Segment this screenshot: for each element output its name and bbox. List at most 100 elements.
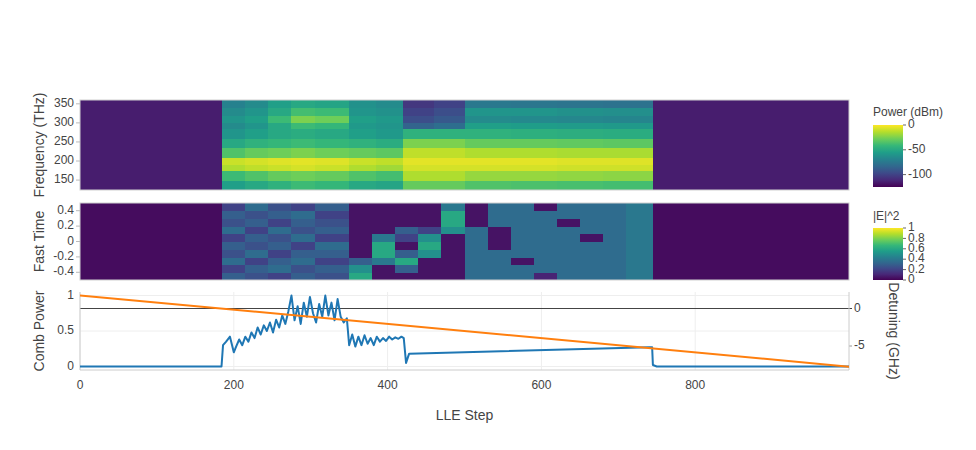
heatmap-cell [434,129,465,139]
heatmap-cell [441,218,465,226]
heatmap-cell [511,211,535,219]
heatmap-cell [268,115,292,123]
heatmap-cell [580,218,604,226]
heatmap-cell [395,257,419,265]
heatmap-cell [268,157,292,165]
heatmap-cell [465,129,512,139]
heatmap-cell [372,257,396,265]
heatmap-cell [403,171,434,181]
heatmap-cell [268,100,292,108]
heatmap-cell [268,180,292,190]
heatmap-cell [434,108,465,116]
heatmap-cell [268,148,292,158]
x-grid-line [80,292,81,370]
colorbar-tick [903,174,906,175]
y-tick-label: 0.4 [57,203,74,217]
heatmap-cell [222,138,246,148]
heatmap-cell [418,242,442,250]
heatmap-cell [372,272,396,280]
heatmap-cell [315,180,350,190]
heatmap-cell [626,234,654,242]
x-tick-label: 200 [224,378,244,392]
heatmap-cell [268,165,292,171]
heatmap-cell [434,123,465,129]
heatmap-cell [557,226,581,234]
heatmap-cell [653,242,849,250]
heatmap-cell [376,171,404,181]
heatmap-cell [315,123,350,129]
heatmap-cell [488,265,512,273]
heatmap-cell [315,203,350,211]
heatmap-cell [603,157,654,165]
heatmap-cell [80,171,223,181]
heatmap-cell [245,157,269,165]
heatmap-cell [434,157,465,165]
heatmap-cell [603,234,627,242]
heatmap-cell [395,234,419,242]
heatmap-cell [80,257,223,265]
heatmap-cell [653,226,849,234]
x-tick-label: 0 [77,378,84,392]
heatmap-cell [603,272,627,280]
x-axis-line [80,370,849,371]
heatmap-cell [268,129,292,139]
colorbar-tick-label: -50 [908,142,926,156]
heatmap-cell [80,100,223,108]
heatmap-cell [349,234,373,242]
heatmap-cell [349,100,377,108]
heatmap-cell [222,108,246,116]
plot-frame [80,100,849,190]
heatmap-cell [376,138,404,148]
heatmap-cell [534,242,558,250]
y-tick-label: 0.2 [57,218,74,232]
heatmap-cell [465,115,512,123]
heatmap-cell [534,218,558,226]
heatmap-cell [626,265,654,273]
heatmap-cell [534,265,558,273]
heatmap-cell [291,211,315,219]
colorbar-tick [903,248,906,249]
heatmap-cell [557,242,581,250]
heatmap-cell [488,234,512,242]
y-tick [76,103,80,104]
heatmap-cell [653,249,849,257]
heatmap-cell [80,203,223,211]
heatmap-cell [511,257,535,265]
heatmap-cell [349,218,373,226]
heatmap-cell [434,165,465,171]
heatmap-cell [653,203,849,211]
heatmap-cell [557,148,604,158]
colorbar-tick [903,269,906,270]
heatmap-cell [626,272,654,280]
heatmap-cell [222,148,246,158]
heatmap-cell [245,129,269,139]
heatmap-cell [222,180,246,190]
heatmap-cell [268,234,292,242]
heatmap-cell [465,234,489,242]
heatmap-cell [245,165,269,171]
heatmap-cell [557,108,604,116]
heatmap-cell [511,123,558,129]
heatmap-cell [80,180,223,190]
heatmap-cell [268,203,292,211]
heatmap-cell [557,100,604,108]
heatmap-cell [245,148,269,158]
heatmap-cell [418,272,442,280]
heatmap-cell [349,203,373,211]
heatmap-cell [395,242,419,250]
heatmap-cell [441,249,465,257]
heatmap-cell [534,234,558,242]
heatmap-cell [488,203,512,211]
heatmap-cell [603,165,654,171]
heatmap-cell [268,226,292,234]
heatmap-cell [465,226,489,234]
heatmap-cell [395,249,419,257]
heatmap-cell [291,129,315,139]
heatmap-cell [511,234,535,242]
heatmap-cell [349,123,377,129]
heatmap-cell [349,272,373,280]
heatmap-cell [372,211,396,219]
heatmap-cell [603,100,654,108]
heatmap-cell [557,123,604,129]
heatmap-cell [603,226,627,234]
